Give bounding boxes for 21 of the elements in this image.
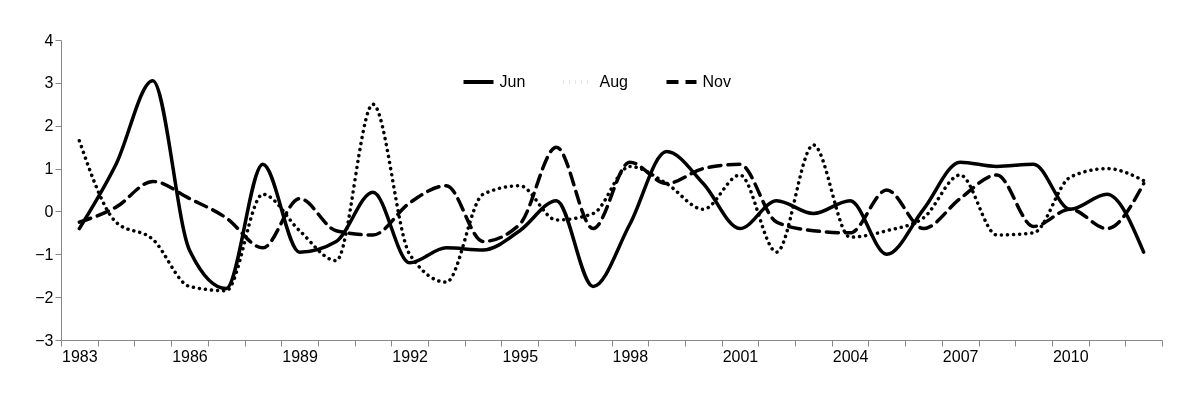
- x-tick-label: 2007: [942, 347, 979, 365]
- x-tick-label: 2004: [832, 347, 869, 365]
- y-tick-label: 2: [44, 117, 54, 135]
- y-tick-label: −2: [35, 288, 54, 306]
- legend-label: Aug: [599, 73, 628, 90]
- x-tick-label: 2001: [722, 347, 759, 365]
- x-tick-label: 2010: [1052, 347, 1089, 365]
- y-tick-label: −3: [35, 331, 54, 349]
- x-tick-label: 1986: [172, 347, 208, 365]
- x-tick-label: 1983: [62, 347, 98, 365]
- legend-label: Nov: [702, 73, 731, 90]
- x-tick-label: 1995: [502, 347, 539, 365]
- y-tick-label: 1: [44, 160, 54, 178]
- y-tick-label: 0: [44, 202, 54, 220]
- y-tick-label: −1: [35, 245, 54, 263]
- x-tick-label: 1998: [612, 347, 649, 365]
- legend-label: Jun: [499, 73, 526, 90]
- x-tick-label: 1989: [282, 347, 318, 365]
- x-tick-label: 1992: [392, 347, 429, 365]
- y-tick-label: 4: [44, 31, 54, 49]
- y-tick-label: 3: [44, 74, 54, 92]
